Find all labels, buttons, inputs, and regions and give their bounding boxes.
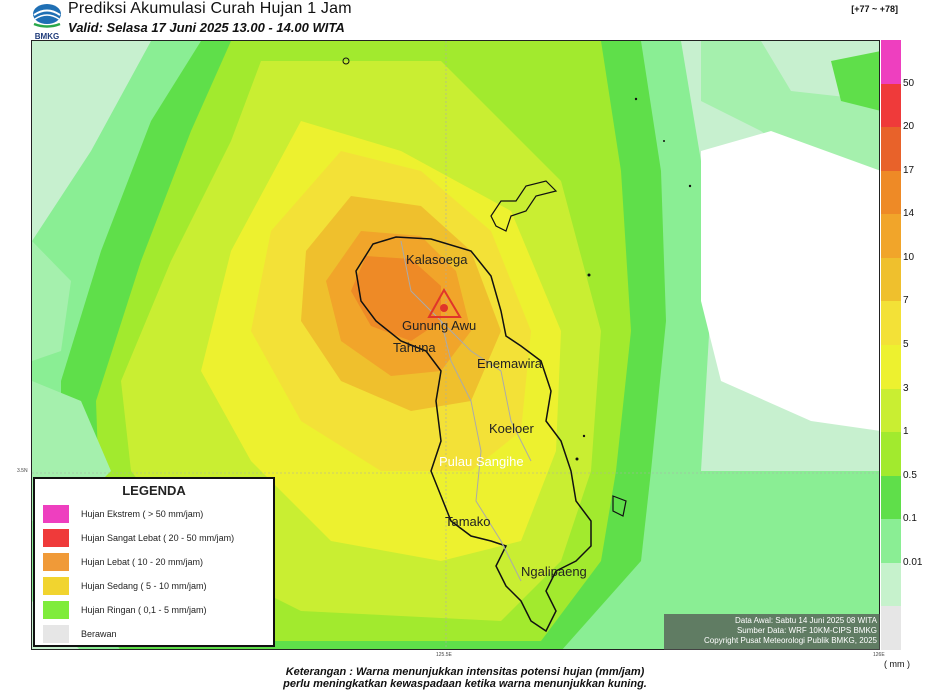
place-tamako: Tamako <box>445 514 491 529</box>
legend-item: Hujan Ekstrem ( > 50 mm/jam) <box>43 504 203 524</box>
scale-segment <box>881 170 901 215</box>
scale-tick-label: 17 <box>903 164 915 176</box>
place-kalasoega: Kalasoega <box>406 252 468 267</box>
note-line-2: perlu meningkatkan kewaspadaan ketika wa… <box>283 678 647 690</box>
page-title: Prediksi Akumulasi Curah Hujan 1 Jam <box>68 0 352 17</box>
scale-segment <box>881 388 901 433</box>
legend-title: LEGENDA <box>122 483 186 498</box>
footer-note: Keterangan : Warna menunjukkan intensita… <box>0 666 930 690</box>
scale-segment <box>881 40 901 85</box>
place-enemawira: Enemawira <box>477 356 543 371</box>
scale-segment <box>881 475 901 520</box>
legend-box: LEGENDA Hujan Ekstrem ( > 50 mm/jam) Huj… <box>33 477 275 647</box>
scale-segment <box>881 301 901 346</box>
scale-segment <box>881 345 901 390</box>
legend-item: Hujan Sangat Lebat ( 20 - 50 mm/jam) <box>43 528 234 548</box>
legend-label: Hujan Sangat Lebat ( 20 - 50 mm/jam) <box>81 533 235 543</box>
scale-segment <box>881 519 901 564</box>
legend-item: Hujan Lebat ( 10 - 20 mm/jam) <box>43 552 203 572</box>
scale-tick-label: 3 <box>903 382 909 394</box>
legend-swatch <box>43 529 69 547</box>
scale-tick-label: 7 <box>903 295 909 307</box>
lon-label-2: 126E <box>873 652 885 658</box>
legend-item: Berawan <box>43 624 117 644</box>
scale-tick-label: 10 <box>903 251 915 263</box>
lat-label: 3.5N <box>17 468 28 474</box>
legend-item: Hujan Ringan ( 0,1 - 5 mm/jam) <box>43 600 207 620</box>
place-pulau-sangihe: Pulau Sangihe <box>439 454 524 469</box>
legend-label: Berawan <box>81 629 117 639</box>
scale-segment <box>881 562 901 607</box>
scale-segment <box>881 127 901 172</box>
legend-label: Hujan Sedang ( 5 - 10 mm/jam) <box>81 581 207 591</box>
scale-segment <box>881 606 901 651</box>
legend-item: Hujan Sedang ( 5 - 10 mm/jam) <box>43 576 207 596</box>
legend-swatch <box>43 601 69 619</box>
scale-tick-label: 0.01 <box>903 556 923 568</box>
scale-unit: ( mm ) <box>884 659 910 669</box>
island-outline <box>355 236 592 633</box>
volcano-icon <box>427 287 462 318</box>
info-initial-data: Data Awal: Sabtu 14 Juni 2025 08 WITA <box>734 616 877 625</box>
valid-period: Valid: Selasa 17 Juni 2025 13.00 - 14.00… <box>68 20 345 35</box>
legend-swatch <box>43 625 69 643</box>
place-koeloer: Koeloer <box>489 421 534 436</box>
scale-tick-label: 50 <box>903 77 915 89</box>
info-copyright: Copyright Pusat Meteorologi Publik BMKG,… <box>704 636 877 645</box>
scale-tick-label: 14 <box>903 208 915 220</box>
scale-tick-label: 5 <box>903 339 909 350</box>
data-info-box: Data Awal: Sabtu 14 Juni 2025 08 WITA Su… <box>664 614 880 650</box>
color-scale-bar <box>881 40 901 651</box>
scale-segment <box>881 214 901 259</box>
scale-tick-label: 20 <box>903 121 915 133</box>
info-source: Sumber Data: WRF 10KM-CIPS BMKG <box>736 626 877 635</box>
place-gunung-awu: Gunung Awu <box>402 318 476 333</box>
scale-tick-label: 0.5 <box>903 469 917 481</box>
lon-label-1: 125.5E <box>436 652 452 658</box>
legend-label: Hujan Lebat ( 10 - 20 mm/jam) <box>81 557 204 567</box>
logo-text: BMKG <box>35 32 59 40</box>
legend-swatch <box>43 553 69 571</box>
legend-swatch <box>43 577 69 595</box>
note-line-1: Keterangan : Warna menunjukkan intensita… <box>285 666 645 678</box>
province-code: [+77 ~ +78] <box>851 4 898 14</box>
scale-segment <box>881 83 901 128</box>
bmkg-logo: BMKG <box>30 2 64 41</box>
scale-tick-label: 0.1 <box>903 513 917 525</box>
scale-segment <box>881 257 901 302</box>
place-ngalipaeng: Ngalipaeng <box>521 564 587 579</box>
legend-label: Hujan Ekstrem ( > 50 mm/jam) <box>81 509 204 519</box>
legend-label: Hujan Ringan ( 0,1 - 5 mm/jam) <box>81 605 207 615</box>
scale-segment <box>881 432 901 477</box>
place-tahuna: Tahuna <box>393 340 436 355</box>
scale-tick-label: 1 <box>903 426 909 438</box>
legend-swatch <box>43 505 69 523</box>
